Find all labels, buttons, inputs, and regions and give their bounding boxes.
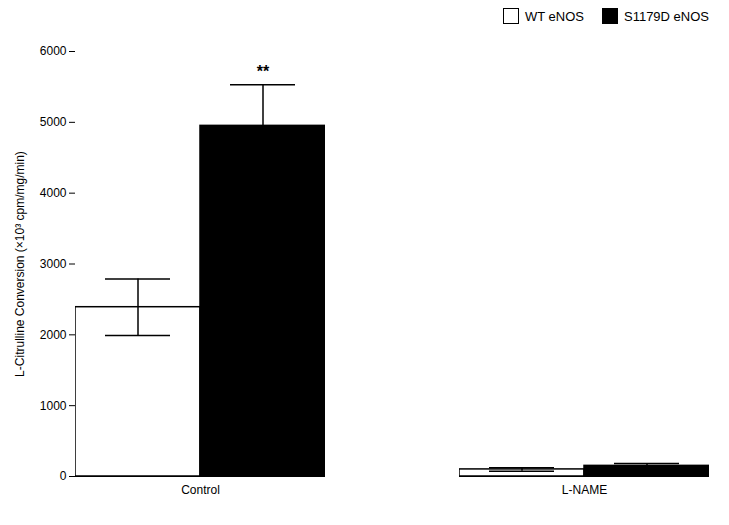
svg-text:**: ** <box>257 63 270 80</box>
svg-text:6000: 6000 <box>40 44 67 58</box>
svg-text:0: 0 <box>60 469 67 483</box>
svg-text:4000: 4000 <box>40 186 67 200</box>
svg-text:1000: 1000 <box>40 399 67 413</box>
html-text:WT eNOS: WT eNOS <box>525 8 584 24</box>
html-text:S1179D eNOS: S1179D eNOS <box>624 8 709 24</box>
svg-text:3000: 3000 <box>40 257 67 271</box>
svg-text:L-Citrulline Conversion (×10³: L-Citrulline Conversion (×10³ cpm/mg/min… <box>13 151 27 377</box>
svg-text:2000: 2000 <box>40 328 67 342</box>
svg-text:Control: Control <box>181 483 220 497</box>
svg-text:5000: 5000 <box>40 115 67 129</box>
svg-text:L-NAME: L-NAME <box>562 483 607 497</box>
